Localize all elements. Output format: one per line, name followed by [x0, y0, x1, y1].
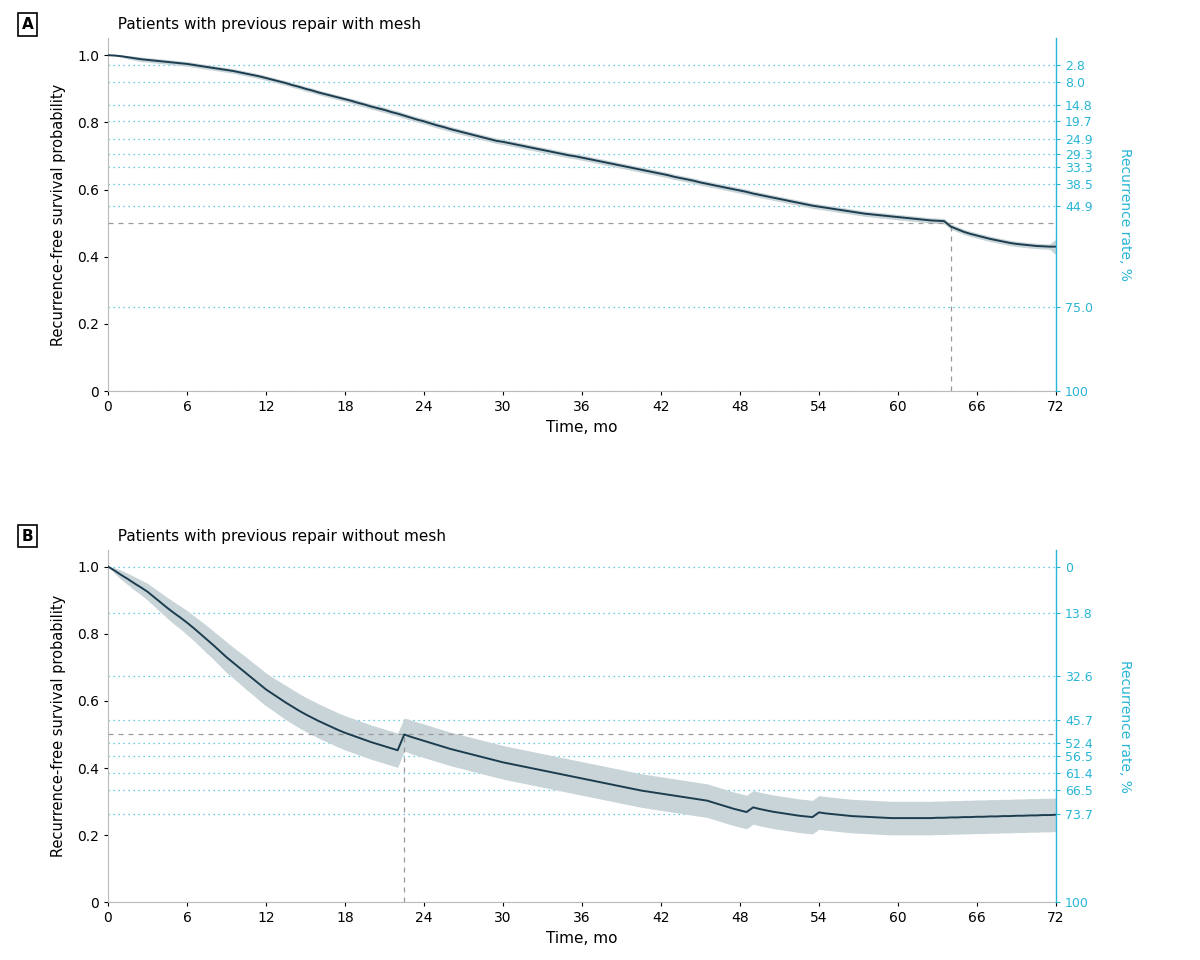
Y-axis label: Recurrence-free survival probability: Recurrence-free survival probability: [50, 595, 66, 857]
Text: A: A: [22, 17, 34, 33]
X-axis label: Time, mo: Time, mo: [546, 420, 618, 435]
Y-axis label: Recurrence-free survival probability: Recurrence-free survival probability: [50, 84, 66, 346]
Y-axis label: Recurrence rate, %: Recurrence rate, %: [1118, 148, 1132, 281]
X-axis label: Time, mo: Time, mo: [546, 931, 618, 946]
Y-axis label: Recurrence rate, %: Recurrence rate, %: [1118, 660, 1132, 793]
Text: Patients with previous repair without mesh: Patients with previous repair without me…: [108, 529, 446, 543]
Text: B: B: [22, 529, 34, 543]
Text: Patients with previous repair with mesh: Patients with previous repair with mesh: [108, 17, 421, 33]
